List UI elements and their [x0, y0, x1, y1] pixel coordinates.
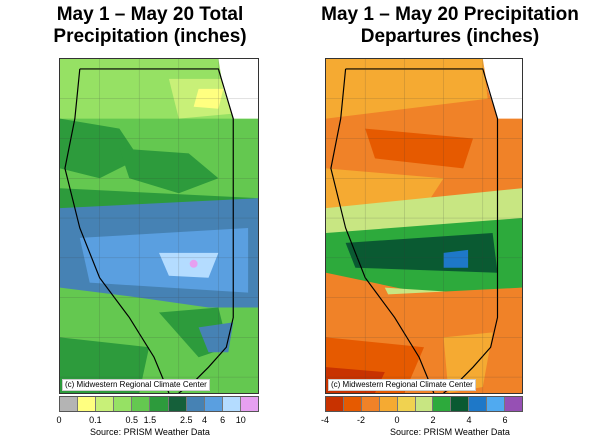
departure-legend-swatch — [361, 397, 380, 411]
total-legend-swatch — [96, 397, 115, 411]
departure-legend — [325, 396, 523, 412]
departure-legend-swatch — [469, 397, 488, 411]
total-legend-swatch — [78, 397, 97, 411]
departure-legend-swatch — [415, 397, 434, 411]
total-tick-label: 2.5 — [180, 415, 193, 425]
source-text: Source: PRISM Weather Data — [390, 427, 510, 437]
total-legend-swatch — [114, 397, 133, 411]
total-legend-swatch — [168, 397, 187, 411]
total-tick-label: 4 — [201, 415, 207, 425]
total-precip-panel: May 1 – May 20 Total Precipitation (inch… — [0, 4, 300, 437]
total-legend-swatch — [240, 397, 259, 411]
total-legend-swatch — [222, 397, 241, 411]
total-tick-label: 1.5 — [143, 415, 157, 425]
total-legend-swatch — [60, 397, 79, 411]
title-line-1: May 1 – May 20 Precipitation — [321, 4, 579, 25]
total-tick-label: 10 — [235, 415, 246, 425]
departure-legend-swatch — [433, 397, 452, 411]
departure-tick-label: 4 — [466, 415, 472, 425]
total-precip-map: (c) Midwestern Regional Climate Center — [59, 58, 259, 394]
departure-legend-swatch — [343, 397, 362, 411]
illinois-departure-map — [326, 59, 522, 393]
departure-ticks: -4 -2 0 2 4 6 — [321, 414, 523, 426]
total-precip-ticks: 0 0.1 0.5 1.5 2.5 4 6 10 — [56, 414, 259, 426]
departure-tick-label: 0 — [394, 415, 400, 425]
departure-legend-swatch — [505, 397, 522, 411]
total-tick-label: 0 — [56, 415, 62, 425]
total-precip-title: May 1 – May 20 Total Precipitation (inch… — [0, 4, 300, 48]
total-legend-swatch — [186, 397, 205, 411]
departure-tick-label: -4 — [320, 415, 330, 425]
departure-map: (c) Midwestern Regional Climate Center — [325, 58, 523, 394]
departure-panel: May 1 – May 20 Precipitation Departures … — [300, 0, 600, 440]
title-line-2: Departures (inches) — [360, 26, 540, 47]
title-line-2: Precipitation (inches) — [53, 26, 247, 47]
total-legend-swatch — [150, 397, 169, 411]
illinois-total-map — [60, 59, 258, 393]
departure-legend-swatch — [379, 397, 398, 411]
departure-legend-swatch — [487, 397, 506, 411]
departure-title: May 1 – May 20 Precipitation Departures … — [300, 4, 600, 48]
map-credit: (c) Midwestern Regional Climate Center — [62, 379, 210, 391]
total-legend-swatch — [204, 397, 223, 411]
departure-legend-swatch — [451, 397, 470, 411]
total-legend-swatch — [132, 397, 151, 411]
total-tick-label: 0.5 — [125, 415, 138, 425]
total-precip-legend — [59, 396, 259, 412]
title-line-1: May 1 – May 20 Total — [56, 4, 244, 25]
map-credit: (c) Midwestern Regional Climate Center — [328, 379, 476, 391]
departure-tick-label: -2 — [356, 415, 365, 425]
total-tick-label: 0.1 — [89, 415, 102, 425]
source-text: Source: PRISM Weather Data — [90, 427, 210, 437]
departure-legend-swatch — [397, 397, 416, 411]
departure-tick-label: 2 — [430, 415, 436, 425]
departure-tick-label: 6 — [502, 415, 508, 425]
total-tick-label: 6 — [220, 415, 226, 425]
departure-legend-swatch — [326, 397, 344, 411]
